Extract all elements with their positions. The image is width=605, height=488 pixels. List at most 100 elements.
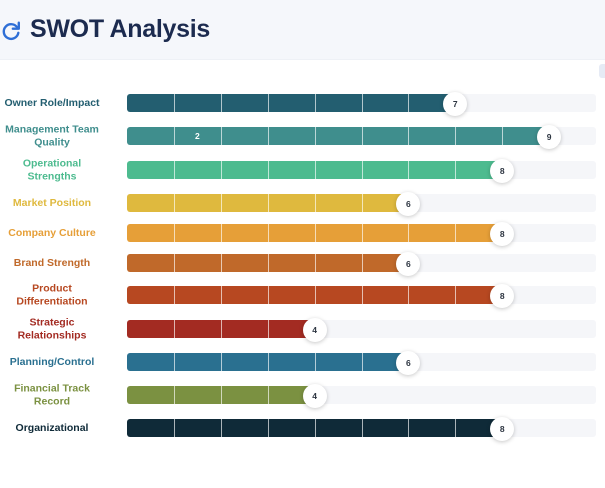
bar-segment-divider [173, 286, 175, 304]
value-label: 7 [443, 92, 468, 116]
bar-segment-divider [361, 286, 363, 304]
bar-segment-divider [408, 286, 410, 304]
bar-segment-divider [267, 419, 269, 437]
bar-segment-divider [220, 254, 222, 272]
bar-track: 4 [127, 318, 596, 342]
bar[interactable] [127, 161, 503, 179]
bar-segment-divider [267, 94, 269, 112]
bar-segment-divider [314, 94, 316, 112]
bar-segment-divider [173, 353, 175, 371]
bar-segment-divider [314, 254, 316, 272]
bar-segment-divider [314, 161, 316, 179]
bar-segment-divider [314, 286, 316, 304]
bar-segment-divider [314, 419, 316, 437]
bar[interactable] [127, 419, 503, 437]
bar-segment-divider [220, 353, 222, 371]
chart-row: Planning/Control 6 [0, 350, 605, 375]
bar-segment-divider [455, 127, 457, 145]
bar-track: 8 [127, 222, 596, 246]
bar-segment-divider [408, 127, 410, 145]
header-bar: SWOT Analysis [0, 0, 605, 60]
value-label: 6 [396, 252, 421, 276]
chart-row: Market Position 6 [0, 191, 605, 216]
value-label: 6 [396, 192, 421, 216]
bar-segment-divider [314, 353, 316, 371]
value-label: 8 [490, 417, 515, 441]
bar[interactable] [127, 194, 409, 212]
swot-bar-chart: Owner Role/Impact 7 Management Team Qualit… [0, 60, 605, 488]
category-label: Company Culture [8, 226, 96, 239]
category-label: Planning/Control [9, 355, 95, 368]
bar-segment-divider [220, 224, 222, 242]
bar-segment-divider [267, 353, 269, 371]
value-label: 4 [302, 318, 327, 342]
bar-segment-divider [220, 286, 222, 304]
bar-segment-divider [502, 127, 504, 145]
chart-row: Strategic Relationships 4 [0, 316, 605, 342]
bar[interactable] [127, 224, 503, 242]
bar-segment-divider [267, 386, 269, 404]
bar[interactable] [127, 254, 409, 272]
bar[interactable]: 2 [127, 127, 550, 145]
bar-segment-divider [220, 320, 222, 338]
chart-row: Brand Strength 6 [0, 251, 605, 276]
bar-segment-divider [361, 127, 363, 145]
bar-segment-divider [267, 224, 269, 242]
value-label: 6 [396, 351, 421, 375]
bar-segment-divider [267, 286, 269, 304]
bar-track: 8 [127, 284, 596, 308]
bar[interactable] [127, 286, 503, 304]
bar-segment-divider [173, 127, 175, 145]
bar-track: 4 [127, 384, 596, 408]
refresh-icon[interactable] [0, 20, 22, 42]
bar-track: 8 [127, 417, 596, 441]
bar-segment-divider [361, 194, 363, 212]
bar-segment-divider [455, 161, 457, 179]
bar-inner-label: 2 [195, 131, 200, 141]
bar-segment-divider [173, 320, 175, 338]
category-label: Financial Track Record [14, 382, 90, 408]
bar-segment-divider [173, 194, 175, 212]
bar-track: 8 [127, 159, 596, 183]
value-label: 8 [490, 222, 515, 246]
value-label: 4 [302, 384, 327, 408]
bar-segment-divider [314, 127, 316, 145]
category-label: Management Team Quality [5, 123, 99, 149]
bar-segment-divider [408, 94, 410, 112]
value-label: 8 [490, 159, 515, 183]
bar-segment-divider [361, 353, 363, 371]
category-label: Market Position [12, 196, 92, 209]
bar-segment-divider [408, 161, 410, 179]
bar-segment-divider [220, 194, 222, 212]
bar-segment-divider [455, 286, 457, 304]
bar[interactable] [127, 94, 456, 112]
bar-segment-divider [267, 194, 269, 212]
bar[interactable] [127, 353, 409, 371]
bar-segment-divider [408, 224, 410, 242]
bar-segment-divider [267, 127, 269, 145]
category-label: Owner Role/Impact [4, 96, 100, 109]
category-label: Operational Strengths [22, 157, 82, 183]
bar[interactable] [127, 386, 315, 404]
bar-segment-divider [173, 386, 175, 404]
bar-segment-divider [408, 419, 410, 437]
page-title: SWOT Analysis [30, 15, 210, 43]
bar-track: 6 [127, 351, 596, 375]
bar-segment-divider [220, 127, 222, 145]
bar-segment-divider [361, 161, 363, 179]
bar-segment-divider [455, 419, 457, 437]
bar-segment-divider [267, 320, 269, 338]
chart-row: Operational Strengths 8 [0, 157, 605, 183]
bar[interactable] [127, 320, 315, 338]
chart-row: Owner Role/Impact 7 [0, 91, 605, 116]
bar-segment-divider [220, 161, 222, 179]
bar-segment-divider [361, 224, 363, 242]
category-label: Strategic Relationships [17, 316, 87, 342]
bar-track: 6 [127, 252, 596, 276]
chart-row: Management Team Quality 2 9 [0, 123, 605, 149]
value-label: 9 [537, 125, 562, 149]
chart-row: Company Culture 8 [0, 221, 605, 246]
bar-segment-divider [173, 419, 175, 437]
scroll-tab[interactable] [599, 64, 605, 78]
